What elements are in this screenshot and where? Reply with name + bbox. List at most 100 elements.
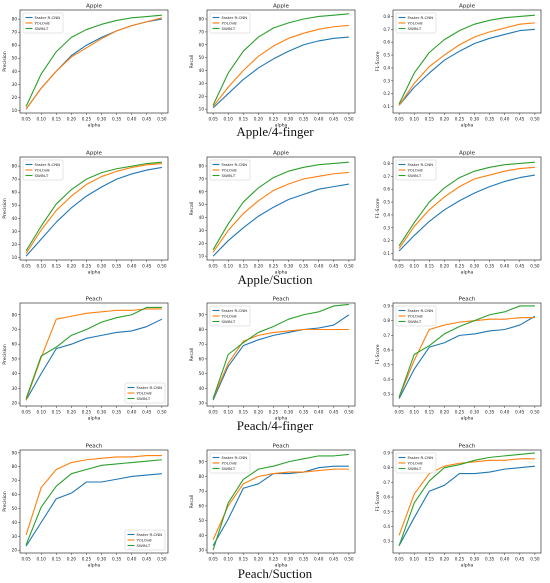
y-tick-label: 80	[12, 464, 18, 469]
y-tick-label: 0.2	[383, 238, 390, 243]
x-axis-label: alpha	[88, 416, 101, 422]
chart-4: Apple 0.05 0.10 0.15 0.20 0.25 0.30 0.35 0.40 0.4…	[2, 151, 169, 276]
y-tick-label: 40	[199, 533, 205, 538]
x-tick-label: 0.10	[37, 117, 47, 122]
y-tick-label: 60	[12, 43, 18, 48]
y-tick-label: 0.8	[383, 318, 390, 323]
chart-5: Apple 0.05 0.10 0.15 0.20 0.25 0.30 0.35 0.40 0.4…	[189, 151, 356, 276]
y-tick-label: 0.6	[383, 348, 390, 353]
y-tick-label: 80	[12, 164, 18, 169]
x-tick-label: 0.15	[425, 410, 435, 415]
series-line-yolov8	[25, 455, 162, 536]
series-line-swin-t	[398, 452, 535, 546]
legend-entry: YOLOv8	[408, 313, 424, 318]
x-tick-label: 0.15	[52, 557, 62, 562]
y-tick-label: 90	[12, 450, 18, 455]
x-tick-label: 0.40	[500, 117, 510, 122]
x-tick-label: 0.20	[440, 410, 450, 415]
legend-entry: YOLOv8	[408, 20, 424, 25]
y-tick-label: 0.4	[383, 65, 390, 70]
legend-entry: SWIN-T	[222, 26, 236, 31]
y-tick-label: 90	[199, 312, 205, 317]
y-tick-label: 0.4	[383, 377, 390, 382]
x-tick-label: 0.40	[500, 264, 510, 269]
legend-entry: SWIN-T	[408, 466, 422, 471]
y-tick-label: 60	[12, 492, 18, 497]
y-axis-label: Recall	[189, 55, 195, 69]
legend-entry: Faster R-CNN	[408, 308, 434, 313]
x-tick-label: 0.10	[224, 557, 234, 562]
legend-entry: Faster R-CNN	[35, 15, 61, 20]
series-line-swin-t	[25, 161, 162, 252]
x-tick-label: 0.50	[344, 410, 354, 415]
y-tick-label: 0.9	[383, 303, 390, 308]
legend-box	[395, 12, 437, 34]
legend-entry: Faster R-CNN	[408, 455, 434, 460]
legend-entry: SWIN-T	[408, 173, 422, 178]
x-tick-label: 0.20	[67, 557, 77, 562]
y-tick-label: 70	[12, 478, 18, 483]
x-tick-label: 0.35	[485, 557, 495, 562]
chart-title: Apple	[273, 4, 289, 10]
series-line-swin-t	[212, 13, 349, 106]
legend-entry: SWIN-T	[222, 466, 236, 471]
x-tick-label: 0.35	[299, 117, 309, 122]
x-axis-label: alpha	[275, 123, 288, 129]
x-axis-label: alpha	[88, 563, 101, 569]
legend-entry: Faster R-CNN	[137, 532, 163, 537]
x-axis-label: alpha	[88, 123, 101, 129]
x-tick-label: 0.25	[269, 117, 279, 122]
x-tick-label: 0.40	[127, 557, 137, 562]
y-tick-label: 0.5	[383, 53, 390, 58]
y-tick-label: 40	[12, 371, 18, 376]
series-line-swin-t	[212, 453, 349, 551]
y-tick-label: 20	[12, 242, 18, 247]
y-tick-label: 20	[12, 95, 18, 100]
x-tick-label: 0.45	[515, 117, 525, 122]
x-tick-label: 0.40	[127, 264, 137, 269]
x-tick-label: 0.20	[440, 117, 450, 122]
y-tick-label: 30	[199, 81, 205, 86]
y-tick-label: 10	[199, 254, 205, 259]
y-axis-label: Precision	[2, 344, 8, 365]
x-tick-label: 0.45	[142, 410, 152, 415]
x-tick-label: 0.25	[269, 557, 279, 562]
x-tick-label: 0.40	[314, 557, 324, 562]
x-tick-label: 0.45	[329, 264, 339, 269]
x-tick-label: 0.10	[410, 117, 420, 122]
x-tick-label: 0.30	[470, 264, 480, 269]
y-tick-label: 50	[12, 56, 18, 61]
y-tick-label: 80	[199, 17, 205, 22]
x-tick-label: 0.40	[500, 557, 510, 562]
y-axis-label: F1-Score	[375, 51, 381, 71]
x-tick-label: 0.15	[425, 264, 435, 269]
series-line-swin-t	[398, 161, 535, 247]
chart-title: Apple	[273, 151, 289, 157]
y-tick-label: 20	[199, 94, 205, 99]
series-line-yolov8	[398, 166, 535, 249]
y-tick-label: 60	[199, 42, 205, 47]
x-tick-label: 0.35	[112, 117, 122, 122]
x-tick-label: 0.05	[208, 264, 218, 269]
y-tick-label: 40	[12, 520, 18, 525]
x-tick-label: 0.20	[254, 557, 264, 562]
x-tick-label: 0.50	[530, 557, 540, 562]
plot-frame	[392, 302, 542, 407]
x-tick-label: 0.10	[224, 117, 234, 122]
x-tick-label: 0.50	[530, 264, 540, 269]
legend-entry: SWIN-T	[408, 26, 422, 31]
legend-entry: YOLOv8	[222, 20, 238, 25]
plot-frame	[19, 449, 169, 554]
legend-entry: YOLOv8	[35, 20, 51, 25]
chart-9: Peach 0.05 0.10 0.15 0.20 0.25 0.30 0.35 0.40 0.4…	[375, 297, 542, 422]
series-line-faster-r-cnn	[398, 28, 535, 106]
x-tick-label: 0.10	[37, 557, 47, 562]
legend-entry: SWIN-T	[222, 173, 236, 178]
x-tick-label: 0.20	[67, 117, 77, 122]
y-tick-label: 20	[199, 241, 205, 246]
